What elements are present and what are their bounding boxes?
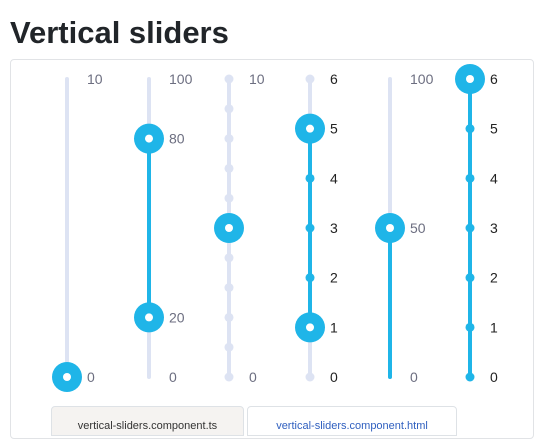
slider-step-dot bbox=[305, 223, 315, 233]
slider-tick-label: 6 bbox=[330, 71, 338, 87]
slider-tick-label: 1 bbox=[490, 319, 498, 335]
slider-step-dot bbox=[305, 74, 315, 84]
slider-step-dot bbox=[465, 223, 475, 233]
slider-value-label: 50 bbox=[410, 220, 426, 236]
slider-tick-label: 2 bbox=[330, 270, 338, 286]
slider-tick-label: 0 bbox=[87, 369, 95, 385]
slider-step-dot bbox=[224, 163, 234, 173]
slider-step-dot bbox=[305, 372, 315, 382]
slider-step-dot bbox=[224, 253, 234, 263]
slider-tick-label: 10 bbox=[87, 71, 103, 87]
slider-step-dot bbox=[224, 283, 234, 293]
slider-step-dot bbox=[465, 322, 475, 332]
slider-step-dot bbox=[465, 372, 475, 382]
slider-step-dot bbox=[224, 104, 234, 114]
slider-tick-label: 3 bbox=[330, 220, 338, 236]
slider-tick-label: 6 bbox=[490, 71, 498, 87]
slider-tick-label: 100 bbox=[410, 71, 434, 87]
slider-step-dot bbox=[465, 124, 475, 134]
slider-tick-label: 0 bbox=[169, 369, 177, 385]
slider-step-dot bbox=[465, 273, 475, 283]
slider-thumb-center bbox=[225, 224, 233, 232]
slider-tick-label: 5 bbox=[490, 121, 498, 137]
page-title: Vertical sliders bbox=[10, 15, 229, 50]
slider-tick-label: 3 bbox=[490, 220, 498, 236]
slider-step-dot bbox=[305, 273, 315, 283]
sliders-card bbox=[10, 59, 534, 439]
tab-component-html[interactable]: vertical-sliders.component.html bbox=[247, 406, 457, 436]
slider-tick-label: 100 bbox=[169, 71, 193, 87]
slider-thumb-center bbox=[63, 373, 71, 381]
slider-step-dot bbox=[224, 342, 234, 352]
slider-tick-label: 0 bbox=[410, 369, 418, 385]
slider-step-dot bbox=[224, 372, 234, 382]
slider-step-dot bbox=[224, 312, 234, 322]
slider-value-label: 20 bbox=[169, 309, 185, 325]
slider-step-dot bbox=[305, 173, 315, 183]
slider-tick-label: 0 bbox=[490, 369, 498, 385]
tab-component-ts[interactable]: vertical-sliders.component.ts bbox=[51, 406, 244, 436]
slider-thumb-center bbox=[145, 313, 153, 322]
slider-step-dot bbox=[224, 134, 234, 144]
slider-tick-label: 10 bbox=[249, 71, 265, 87]
slider-tick-label: 4 bbox=[490, 170, 498, 186]
slider-thumb-center bbox=[306, 124, 314, 133]
slider-value-label: 80 bbox=[169, 131, 185, 147]
slider-thumb-center bbox=[306, 323, 314, 332]
slider-tick-label: 4 bbox=[330, 170, 338, 186]
slider-tick-label: 2 bbox=[490, 270, 498, 286]
slider-thumb-center bbox=[145, 134, 153, 143]
slider-step-dot bbox=[465, 173, 475, 183]
slider-step-dot bbox=[224, 74, 234, 84]
slider-thumb-center bbox=[466, 75, 474, 83]
slider-tick-label: 0 bbox=[330, 369, 338, 385]
slider-tick-label: 1 bbox=[330, 319, 338, 335]
slider-step-dot bbox=[224, 193, 234, 203]
slider-thumb-center bbox=[386, 224, 394, 232]
slider-tick-label: 0 bbox=[249, 369, 257, 385]
slider-tick-label: 5 bbox=[330, 121, 338, 137]
